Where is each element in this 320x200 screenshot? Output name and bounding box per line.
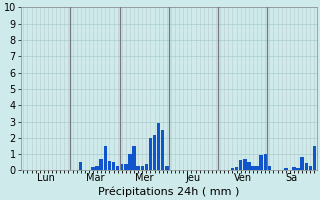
Bar: [104, 146, 107, 170]
Bar: [100, 159, 103, 170]
Bar: [268, 166, 271, 170]
Bar: [149, 138, 152, 170]
Bar: [300, 157, 304, 170]
Bar: [157, 123, 160, 170]
Bar: [108, 161, 111, 170]
Bar: [239, 160, 243, 170]
Bar: [264, 154, 267, 170]
Bar: [305, 163, 308, 170]
Bar: [124, 164, 128, 170]
Bar: [231, 168, 234, 170]
Bar: [260, 155, 263, 170]
Bar: [251, 166, 255, 170]
Bar: [153, 135, 156, 170]
Bar: [247, 162, 251, 170]
X-axis label: Précipitations 24h ( mm ): Précipitations 24h ( mm ): [98, 186, 240, 197]
Bar: [243, 159, 246, 170]
Bar: [296, 168, 300, 170]
Bar: [145, 164, 148, 170]
Bar: [91, 167, 95, 170]
Bar: [284, 168, 287, 170]
Bar: [313, 146, 316, 170]
Bar: [161, 130, 164, 170]
Bar: [120, 164, 124, 170]
Bar: [235, 167, 238, 170]
Bar: [128, 154, 132, 170]
Bar: [140, 166, 144, 170]
Bar: [308, 166, 312, 170]
Bar: [116, 166, 119, 170]
Bar: [165, 166, 169, 170]
Bar: [255, 166, 259, 170]
Bar: [292, 167, 296, 170]
Bar: [95, 166, 99, 170]
Bar: [132, 146, 136, 170]
Bar: [136, 166, 140, 170]
Bar: [79, 162, 83, 170]
Bar: [112, 162, 115, 170]
